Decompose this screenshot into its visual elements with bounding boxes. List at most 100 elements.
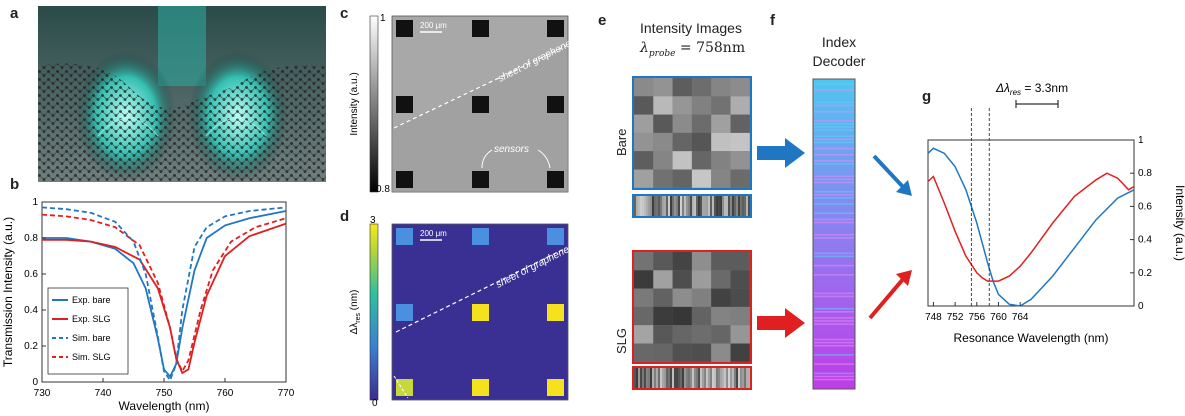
strip-line — [738, 368, 740, 388]
strip-line — [668, 368, 670, 388]
strip-line — [742, 196, 744, 216]
strip-line — [704, 368, 706, 388]
strip-line — [634, 368, 636, 388]
legend-label-exp-slg: Exp. SLG — [72, 314, 111, 324]
image-cell — [672, 132, 692, 152]
image-cell — [711, 343, 731, 362]
strip-line — [672, 368, 674, 388]
strip-line — [694, 196, 696, 216]
graphene-edge — [393, 45, 567, 129]
decoder-title-line1: Index — [821, 34, 857, 50]
sensor-pad — [472, 171, 489, 188]
y-tick-label: 0.6 — [1138, 201, 1152, 212]
slg-index-strip — [632, 366, 752, 390]
strip-line — [704, 196, 706, 216]
strip-line — [732, 368, 734, 388]
bare-index-strip — [632, 194, 752, 218]
plot-frame — [927, 139, 1135, 307]
strip-line — [688, 196, 690, 216]
image-cell — [711, 270, 731, 289]
image-cell — [634, 343, 654, 362]
strip-line — [676, 196, 678, 216]
strip-line — [664, 368, 666, 388]
decoder-stripe — [814, 163, 854, 165]
y-tick-label: 0.8 — [1138, 168, 1152, 179]
strip-line — [730, 368, 732, 388]
strip-line — [708, 368, 710, 388]
sensor-pad — [547, 379, 564, 396]
strip-line — [678, 368, 680, 388]
strip-line — [692, 368, 694, 388]
sensor-pad — [547, 20, 564, 37]
y-tick-label: 0.2 — [1138, 268, 1152, 279]
strip-line — [660, 196, 662, 216]
x-tick-label: 752 — [947, 312, 964, 323]
decoder-stripe — [814, 344, 854, 347]
decoder-stripe — [814, 129, 854, 131]
strip-line — [722, 368, 724, 388]
strip-line — [738, 196, 740, 216]
decoder-stripe — [814, 320, 854, 322]
strip-line — [646, 196, 648, 216]
x-tick-label: 756 — [968, 312, 985, 323]
strip-line — [644, 196, 646, 216]
series-line-bare — [927, 147, 1135, 307]
image-cell — [634, 78, 654, 97]
strip-line — [700, 196, 702, 216]
decoder-stripe — [814, 378, 854, 381]
strip-line — [746, 368, 748, 388]
decoder-stripe — [814, 181, 854, 184]
image-cell — [653, 96, 673, 115]
decoder-stripe — [814, 101, 854, 104]
decoder-stripe — [814, 123, 854, 125]
image-cell — [653, 288, 673, 307]
image-cell — [711, 252, 731, 271]
strip-line — [656, 368, 658, 388]
strip-line — [714, 368, 716, 388]
bare-intensity-image — [632, 76, 752, 190]
strip-line — [672, 196, 674, 216]
image-cell — [653, 325, 673, 344]
strip-line — [698, 196, 700, 216]
decoder-stripe — [814, 190, 854, 193]
y-tick-label: 0.6 — [24, 269, 38, 280]
panel-e-title: Intensity Images — [640, 20, 742, 36]
decoder-stripe — [814, 153, 854, 156]
strip-line — [722, 196, 724, 216]
decoder-stripe — [814, 160, 854, 162]
decoder-stripe — [814, 372, 854, 375]
strip-line — [696, 368, 698, 388]
series-line-sim-bare — [41, 206, 287, 383]
decoder-stripe — [814, 341, 854, 344]
image-cell — [672, 343, 692, 362]
decoder-stripe — [814, 175, 854, 178]
image-cell — [691, 343, 712, 362]
strip-line — [694, 368, 696, 388]
sensor-pad — [472, 379, 489, 396]
image-cell — [730, 114, 750, 133]
panel-label-d: d — [340, 208, 350, 225]
strip-line — [726, 368, 728, 388]
sensor-pad — [472, 228, 489, 245]
image-cell — [634, 288, 654, 307]
strip-line — [650, 196, 652, 216]
colorbar-top-label: 1 — [380, 13, 386, 24]
decoder-stripe — [814, 138, 854, 141]
strip-line — [674, 368, 676, 388]
image-cell — [711, 151, 731, 170]
strip-line — [670, 368, 672, 388]
x-tick-label: 730 — [34, 388, 51, 399]
arrow-right-red-icon — [757, 308, 805, 338]
strip-line — [732, 196, 734, 216]
strip-line — [714, 196, 716, 216]
strip-line — [740, 368, 742, 388]
x-axis-label: Wavelength (nm) — [119, 399, 210, 413]
image-cell — [730, 252, 750, 271]
decoder-stripe — [814, 135, 854, 138]
x-tick-label: 750 — [156, 388, 173, 399]
strip-line — [706, 368, 708, 388]
legend-label-exp-bare: Exp. bare — [72, 295, 111, 305]
strip-line — [652, 196, 654, 216]
strip-line — [680, 368, 682, 388]
strip-line — [742, 368, 744, 388]
